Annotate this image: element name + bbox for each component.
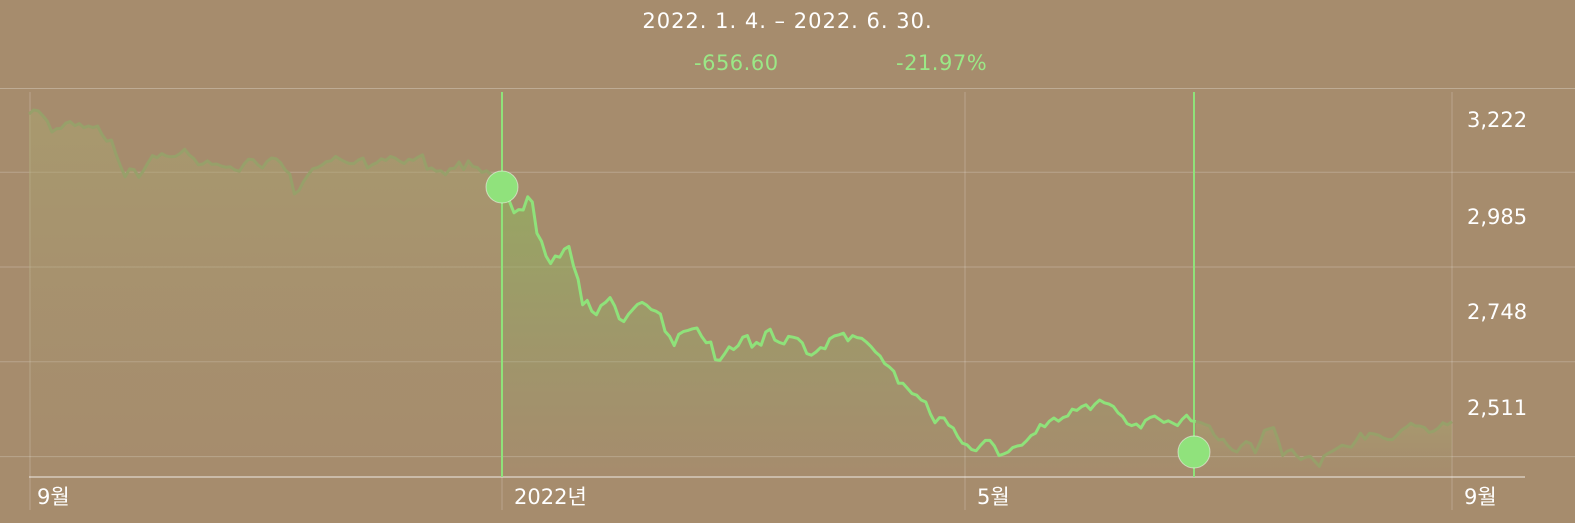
change-percent: -21.97% (896, 51, 988, 75)
area-before-selection (29, 110, 501, 476)
y-tick-label: 2,748 (1467, 300, 1527, 324)
area-selected (500, 185, 1196, 476)
x-tick-label: 5월 (977, 485, 1010, 509)
series-line-before (28, 108, 502, 196)
x-tick-label: 9월 (37, 485, 70, 509)
selection-start-marker[interactable] (485, 170, 519, 204)
range-header: 2022. 1. 4. – 2022. 6. 30. -656.60 -21.9… (0, 0, 1575, 89)
y-tick-label: 2,985 (1467, 205, 1527, 229)
y-tick-label: 2,511 (1467, 396, 1527, 420)
series-line-selected (499, 184, 1197, 458)
x-tick-label: 9월 (1464, 485, 1497, 509)
series-line-after (1195, 420, 1453, 468)
change-value: -656.60 (694, 51, 779, 75)
selected-range-label: 2022. 1. 4. – 2022. 6. 30. (642, 9, 933, 33)
y-tick-label: 3,222 (1467, 108, 1527, 132)
x-tick-label: 2022년 (514, 485, 587, 509)
area-after-selection (1195, 421, 1452, 476)
selection-end-marker[interactable] (1177, 435, 1211, 469)
